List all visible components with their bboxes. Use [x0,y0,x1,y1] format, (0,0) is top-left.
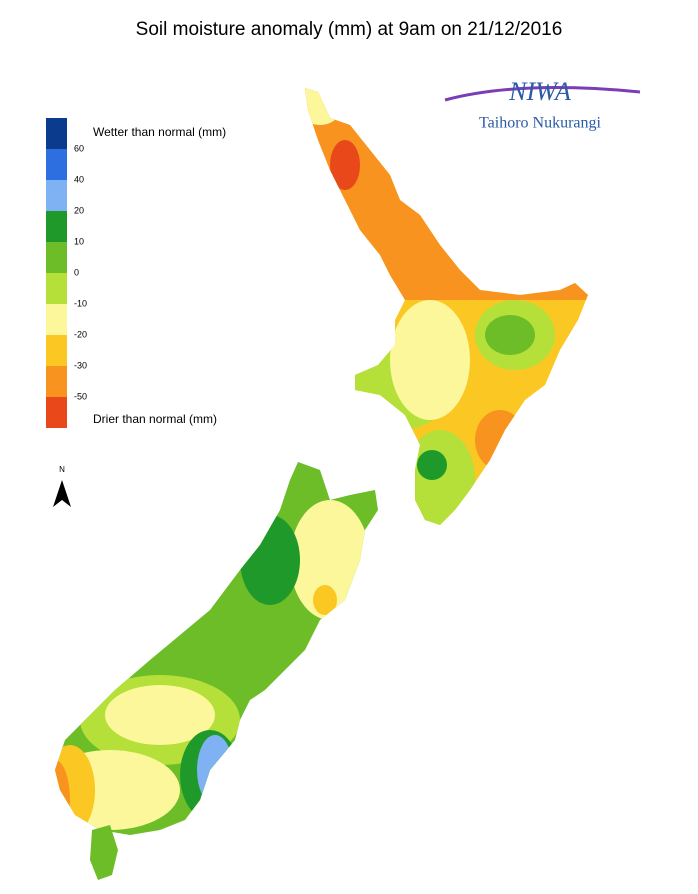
legend-label: 60 [74,143,84,153]
stewart-island [90,825,118,880]
legend-label: -10 [74,298,87,308]
legend-label: -50 [74,391,87,401]
legend-top-label: Wetter than normal (mm) [93,125,226,139]
legend-swatch [46,242,67,273]
legend-swatch [46,366,67,397]
legend-swatch [46,149,67,180]
legend-label: -20 [74,329,87,339]
legend-swatch [46,180,67,211]
legend-label: 20 [74,205,84,215]
logo-name: NIWA [508,77,571,106]
legend-swatch [46,335,67,366]
logo-swoosh [444,86,641,102]
legend-label: -30 [74,360,87,370]
legend-swatch [46,304,67,335]
legend-swatch [46,273,67,304]
north-label: N [59,465,65,474]
legend-swatch [46,397,67,428]
legend-bottom-label: Drier than normal (mm) [93,412,217,426]
north-island [305,88,588,525]
legend-label: 40 [74,174,84,184]
legend-label: 10 [74,236,84,246]
legend: Wetter than normal (mm) Drier than norma… [46,118,226,428]
legend-swatch [46,211,67,242]
legend-label: 0 [74,267,79,277]
north-arrow [53,480,71,507]
map-title: Soil moisture anomaly (mm) at 9am on 21/… [136,19,563,40]
south-island [55,462,378,835]
logo-subtitle: Taihoro Nukurangi [479,115,602,132]
legend-swatch [46,118,67,149]
